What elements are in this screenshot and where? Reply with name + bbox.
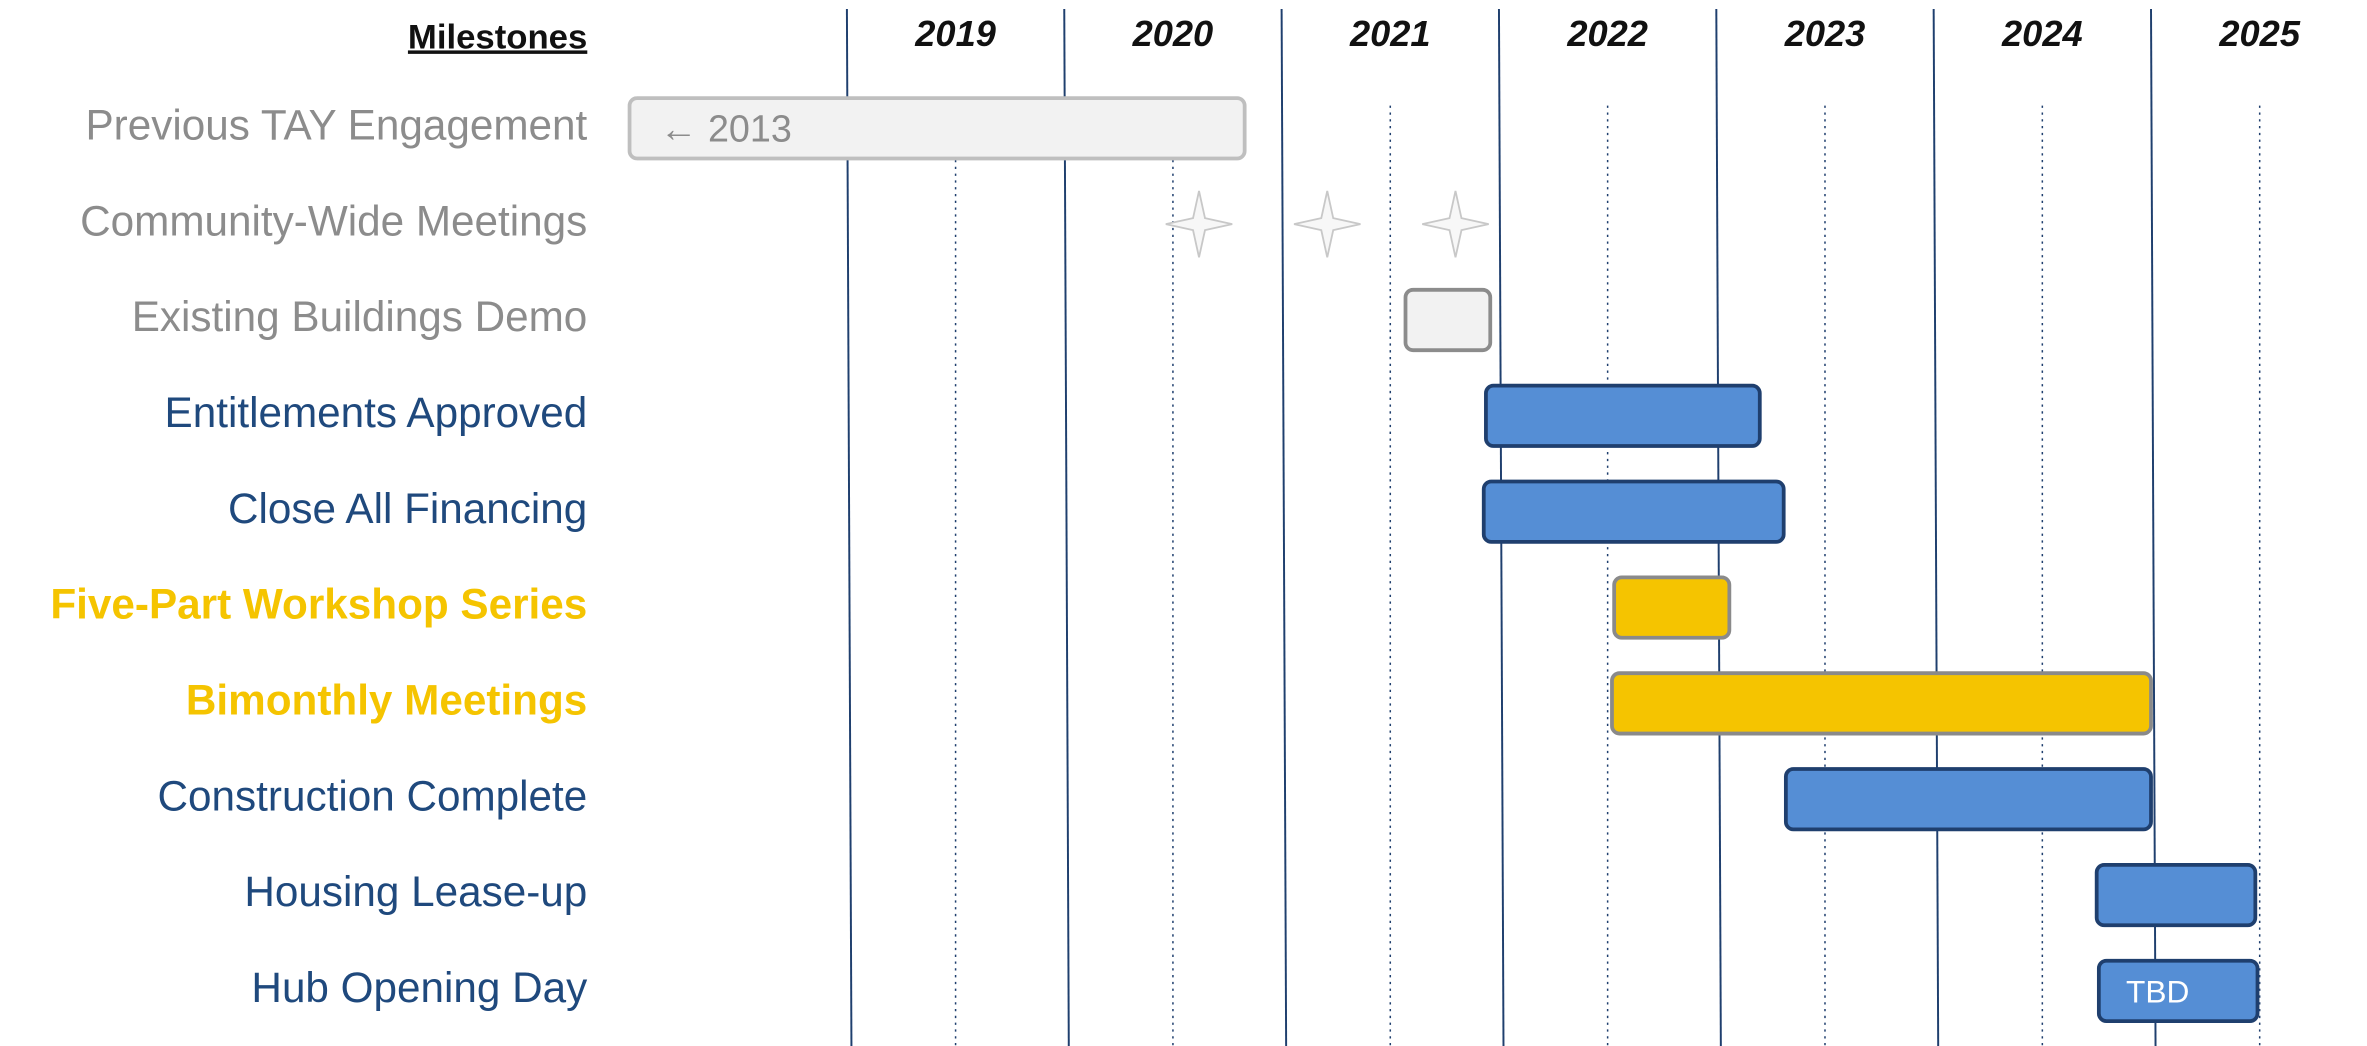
task-bar: [1484, 383, 1762, 448]
milestone-star: [1165, 190, 1233, 258]
task-label: Bimonthly Meetings: [186, 677, 587, 724]
task-label: Existing Buildings Demo: [132, 293, 588, 340]
task-label: Construction Complete: [158, 772, 588, 819]
milestone-star: [1293, 190, 1361, 258]
task-label: Housing Lease-up: [244, 868, 587, 915]
bar-label: TBD: [2126, 973, 2189, 1009]
year-line: [845, 9, 853, 1046]
year-line: [1280, 9, 1288, 1046]
x-tick-label: 2021: [1349, 13, 1431, 54]
bar-label: ← 2013: [660, 107, 792, 149]
task-bar: [627, 96, 1247, 161]
x-tick-label: 2025: [2218, 13, 2300, 54]
year-line: [1063, 9, 1070, 1046]
task-label: Close All Financing: [228, 485, 587, 532]
x-tick-label: 2022: [1566, 13, 1648, 54]
task-label: Five-Part Workshop Series: [50, 581, 587, 628]
milestone-star: [1422, 190, 1489, 258]
year-line: [1932, 9, 1940, 1046]
task-bar: [1481, 479, 1786, 544]
x-tick-label: 2020: [1132, 13, 1214, 54]
task-bar: [2096, 958, 2260, 1023]
task-label: Previous TAY Engagement: [85, 101, 587, 148]
x-tick-label: 2019: [914, 13, 996, 54]
task-bar: [2094, 862, 2258, 928]
chart-title: Milestones: [408, 18, 587, 56]
task-label: Entitlements Approved: [165, 389, 588, 436]
task-bar: [1783, 767, 2153, 832]
task-bar: [1612, 575, 1732, 640]
task-bar: [1403, 287, 1493, 353]
x-tick-label: 2024: [2001, 13, 2083, 54]
task-label: Hub Opening Day: [251, 964, 588, 1011]
task-label: Community-Wide Meetings: [80, 197, 587, 244]
x-tick-label: 2023: [1784, 13, 1866, 54]
task-bar: [1610, 671, 2153, 736]
